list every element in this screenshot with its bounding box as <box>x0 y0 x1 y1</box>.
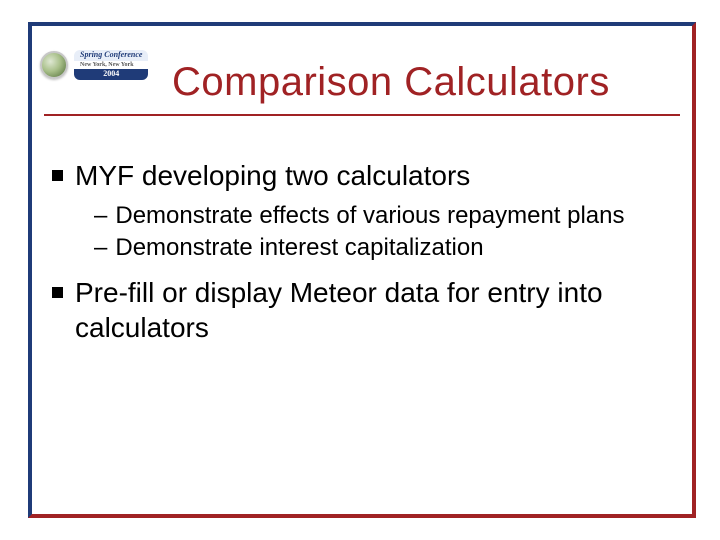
bullet-text: Demonstrate interest capitalization <box>115 233 483 263</box>
dash-bullet-icon: – <box>94 201 107 231</box>
bullet-text: Demonstrate effects of various repayment… <box>115 201 624 231</box>
badge-line1: Spring Conference <box>74 50 148 61</box>
seal-icon <box>40 51 68 79</box>
conference-badge: Spring Conference New York, New York 200… <box>74 50 148 80</box>
bullet-level1: MYF developing two calculators <box>52 158 672 193</box>
square-bullet-icon <box>52 287 63 298</box>
bullet-level2: – Demonstrate interest capitalization <box>94 233 672 263</box>
bullet-level2: – Demonstrate effects of various repayme… <box>94 201 672 231</box>
slide-title: Comparison Calculators <box>172 60 610 105</box>
badge-line2: New York, New York <box>74 61 148 70</box>
bullet-level1: Pre-fill or display Meteor data for entr… <box>52 275 672 345</box>
slide-frame: Spring Conference New York, New York 200… <box>28 22 696 518</box>
bullet-text: Pre-fill or display Meteor data for entr… <box>75 275 672 345</box>
conference-logo: Spring Conference New York, New York 200… <box>40 50 148 80</box>
badge-line3: 2004 <box>74 69 148 80</box>
title-underline <box>44 114 680 116</box>
square-bullet-icon <box>52 170 63 181</box>
dash-bullet-icon: – <box>94 233 107 263</box>
slide-body: MYF developing two calculators – Demonst… <box>52 158 672 353</box>
bullet-text: MYF developing two calculators <box>75 158 470 193</box>
